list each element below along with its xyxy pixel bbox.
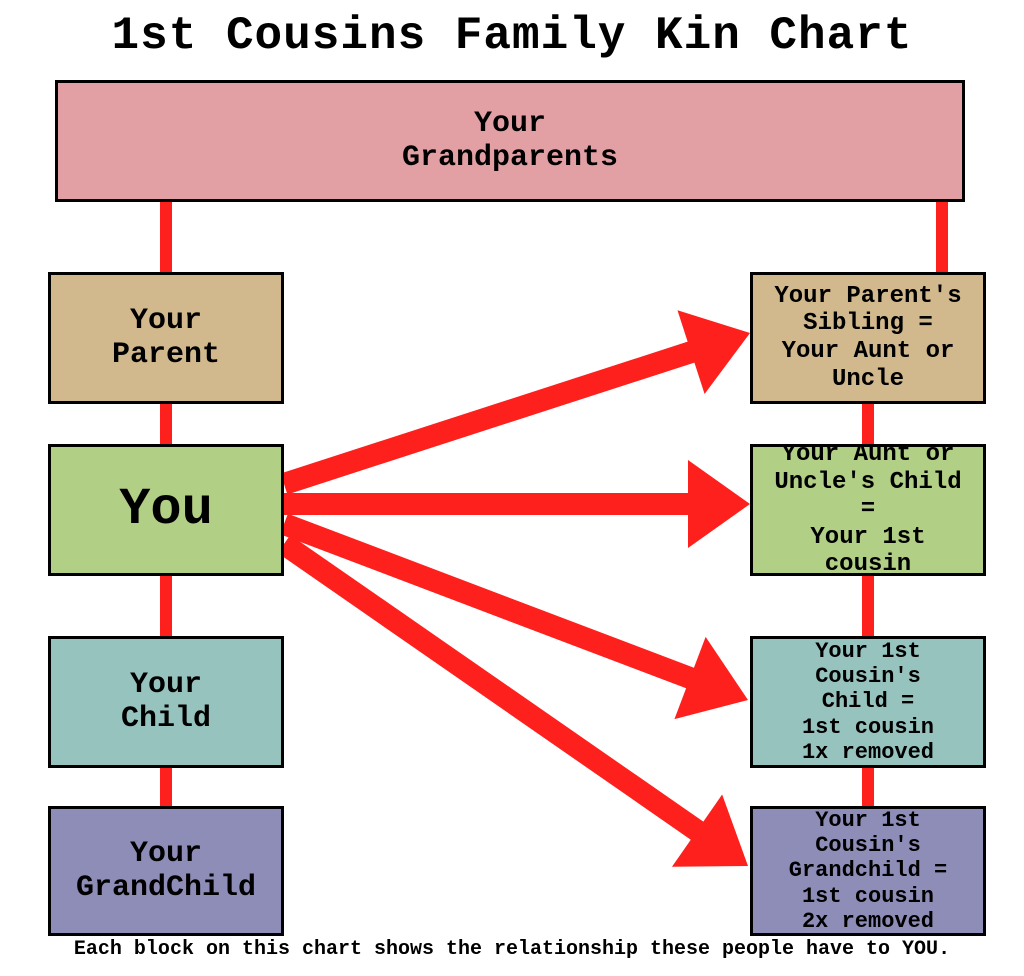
box-grandchild-label: Your GrandChild <box>68 831 264 912</box>
box-grandparents: Your Grandparents <box>55 80 965 202</box>
box-you-label: You <box>111 474 221 546</box>
box-cousin-grandchild-label: Your 1st Cousin's Grandchild = 1st cousi… <box>753 802 983 940</box>
box-grandparents-label: Your Grandparents <box>394 101 626 182</box>
kin-chart-stage: 1st Cousins Family Kin Chart Your Grandp… <box>0 0 1024 976</box>
box-child: Your Child <box>48 636 284 768</box>
box-aunt-uncle: Your Parent's Sibling = Your Aunt or Unc… <box>750 272 986 404</box>
box-parent-label: Your Parent <box>104 298 228 379</box>
box-cousin-grandchild: Your 1st Cousin's Grandchild = 1st cousi… <box>750 806 986 936</box>
box-cousin-child-label: Your 1st Cousin's Child = 1st cousin 1x … <box>753 633 983 771</box>
box-grandchild: Your GrandChild <box>48 806 284 936</box>
box-you: You <box>48 444 284 576</box>
box-first-cousin: Your Aunt or Uncle's Child = Your 1st co… <box>750 444 986 576</box>
box-aunt-uncle-label: Your Parent's Sibling = Your Aunt or Unc… <box>766 277 969 399</box>
box-cousin-child: Your 1st Cousin's Child = 1st cousin 1x … <box>750 636 986 768</box>
box-first-cousin-label: Your Aunt or Uncle's Child = Your 1st co… <box>753 435 983 585</box>
box-child-label: Your Child <box>113 662 219 743</box>
chart-title: 1st Cousins Family Kin Chart <box>0 10 1024 62</box>
chart-caption: Each block on this chart shows the relat… <box>0 938 1024 961</box>
box-parent: Your Parent <box>48 272 284 404</box>
